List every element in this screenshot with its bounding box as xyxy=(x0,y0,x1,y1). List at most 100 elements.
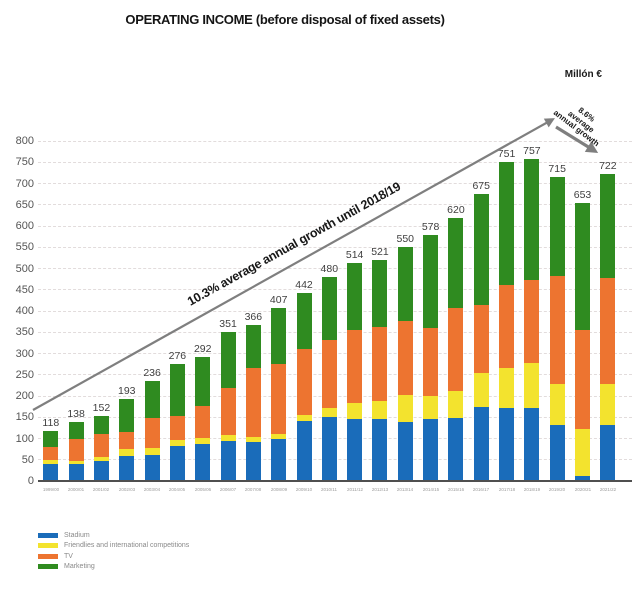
bar-value-label: 442 xyxy=(295,279,313,292)
main-growth-arrow xyxy=(32,118,555,411)
x-axis-label: 2001/02 xyxy=(93,488,110,493)
bar-segment-stadium xyxy=(93,460,109,481)
bar-2021/22 xyxy=(600,174,616,481)
bar-segment-friendlies-and-international-competitions xyxy=(245,437,261,443)
legend-label: Marketing xyxy=(64,563,95,571)
bar-2001/02 xyxy=(93,416,109,481)
y-axis-label: 400 xyxy=(15,305,34,317)
bar-segment-tv xyxy=(372,326,388,402)
bar-2020/21 xyxy=(575,203,591,481)
legend-swatch-friendlies-and-international-competitions xyxy=(38,543,58,549)
legend-item: Friendlies and international competition… xyxy=(38,541,189,552)
bar-segment-marketing xyxy=(499,161,515,286)
bar-2009/10 xyxy=(296,293,312,481)
bar-segment-marketing xyxy=(43,430,59,447)
bar-2018/19 xyxy=(524,159,540,481)
bar-value-label: 407 xyxy=(269,294,288,307)
bar-segment-marketing xyxy=(549,177,565,277)
bar-segment-friendlies-and-international-competitions xyxy=(575,429,591,476)
legend: Stadium Friendlies and international comp… xyxy=(38,530,189,572)
bar-2002/03 xyxy=(119,398,135,481)
bar-segment-stadium xyxy=(524,408,540,481)
x-axis-label: 2016/17 xyxy=(473,488,490,493)
bar-value-label: 366 xyxy=(244,311,263,324)
bar-value-label: 236 xyxy=(143,366,161,379)
bar-segment-stadium xyxy=(271,438,287,481)
bar-segment-stadium xyxy=(119,456,135,481)
bar-segment-stadium xyxy=(169,445,185,481)
bar-value-label: 675 xyxy=(472,180,490,193)
bar-segment-tv xyxy=(575,330,591,430)
bar-segment-marketing xyxy=(423,235,439,328)
x-axis-label: 2019/20 xyxy=(549,488,566,493)
bar-segment-stadium xyxy=(195,444,211,481)
bar-segment-tv xyxy=(347,330,363,404)
bar-segment-marketing xyxy=(271,308,287,364)
bar-value-label: 578 xyxy=(421,221,440,234)
x-axis-label: 2012/13 xyxy=(371,488,389,493)
x-axis-label: 2021/22 xyxy=(599,488,616,493)
bar-value-label: 715 xyxy=(548,163,566,176)
bar-value-label: 757 xyxy=(523,145,541,158)
bar-segment-tv xyxy=(473,304,489,373)
bar-segment-friendlies-and-international-competitions xyxy=(119,449,135,457)
bar-segment-friendlies-and-international-competitions xyxy=(499,367,515,409)
bar-segment-stadium xyxy=(473,407,489,481)
bar-2014/15 xyxy=(423,235,439,481)
legend-swatch-stadium xyxy=(38,532,58,538)
gridline xyxy=(38,183,632,184)
legend-label: TV xyxy=(64,552,73,560)
bar-2003/04 xyxy=(144,380,160,481)
y-axis-label: 550 xyxy=(15,241,34,254)
bar-segment-tv xyxy=(144,418,160,448)
bar-value-label: 653 xyxy=(573,189,592,202)
bar-segment-stadium xyxy=(144,454,160,481)
x-axis-label: 2010/11 xyxy=(321,488,338,493)
bar-segment-marketing xyxy=(347,262,363,331)
x-axis-label: 2006/07 xyxy=(219,488,237,493)
legend-item: TV xyxy=(38,551,189,562)
bar-segment-stadium xyxy=(43,463,59,481)
bar-segment-friendlies-and-international-competitions xyxy=(68,460,84,464)
bar-value-label: 550 xyxy=(396,233,415,246)
bar-segment-stadium xyxy=(68,463,84,481)
x-axis-label: 2015/16 xyxy=(447,488,465,493)
x-axis-label: 2014/15 xyxy=(422,488,439,493)
x-axis-label: 2008/09 xyxy=(270,488,287,493)
bar-segment-friendlies-and-international-competitions xyxy=(220,435,236,441)
bar-segment-friendlies-and-international-competitions xyxy=(397,394,413,423)
gridline xyxy=(38,204,632,206)
bar-segment-marketing xyxy=(473,194,489,305)
x-axis-label: 2013/14 xyxy=(397,488,414,493)
y-axis-label: 600 xyxy=(15,220,34,232)
y-axis-label: 250 xyxy=(15,368,34,381)
bar-value-label: 152 xyxy=(92,402,111,415)
bar-segment-stadium xyxy=(448,417,464,481)
y-axis-label: 450 xyxy=(15,283,34,296)
bar-segment-tv xyxy=(169,415,185,440)
bar-2008/09 xyxy=(271,308,287,481)
bar-segment-stadium xyxy=(372,418,388,481)
bar-segment-stadium xyxy=(499,408,515,481)
y-axis-label: 150 xyxy=(15,411,34,424)
x-axis-label: 1999/00 xyxy=(42,488,59,493)
bar-value-label: 480 xyxy=(320,263,339,275)
bar-segment-friendlies-and-international-competitions xyxy=(347,403,363,419)
bar-segment-marketing xyxy=(448,217,464,308)
x-axis-label: 2009/10 xyxy=(295,488,313,493)
bar-2017/18 xyxy=(499,161,515,481)
y-axis-label: 800 xyxy=(15,135,34,147)
gridline xyxy=(38,140,632,142)
bar-2007/08 xyxy=(245,325,261,481)
bar-value-label: 292 xyxy=(193,342,212,355)
y-axis-label: 100 xyxy=(15,432,34,445)
x-axis-label: 2018/19 xyxy=(523,488,541,493)
bar-segment-tv xyxy=(296,348,312,416)
bar-segment-friendlies-and-international-competitions xyxy=(524,363,540,409)
bar-segment-tv xyxy=(195,405,211,439)
chart-title: OPERATING INCOME (before disposal of fix… xyxy=(125,12,445,27)
bar-segment-marketing xyxy=(575,203,591,331)
bar-segment-stadium xyxy=(600,425,616,481)
